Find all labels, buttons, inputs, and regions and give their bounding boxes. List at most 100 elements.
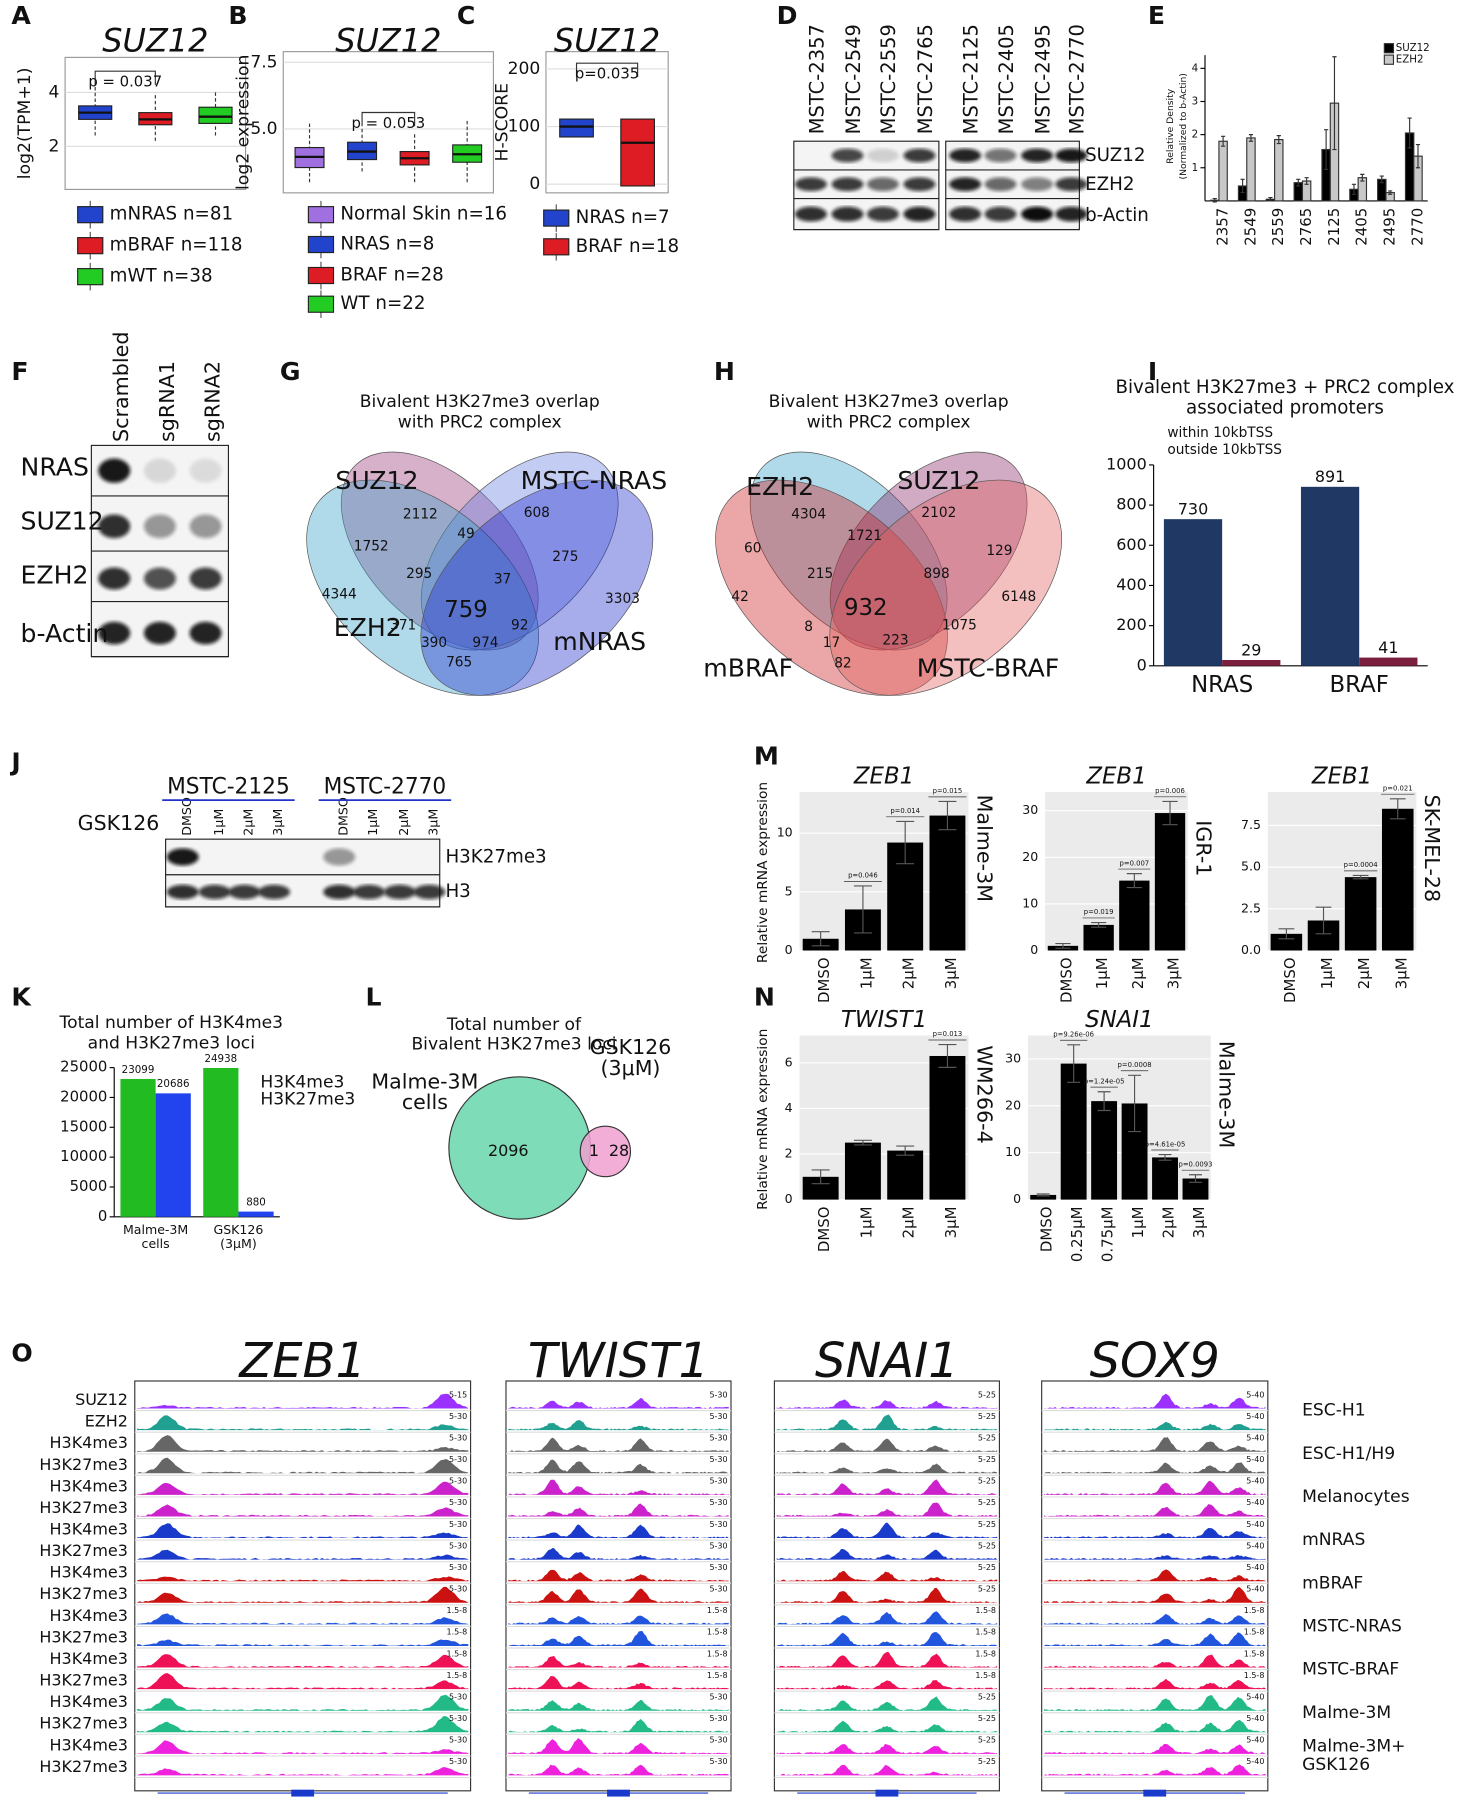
venn-count: 223 [882, 633, 908, 649]
track-range: 5-40 [1246, 1541, 1264, 1550]
venn-count: 275 [552, 549, 578, 565]
chart-title: with PRC2 complex [807, 412, 971, 432]
error-bar [1162, 800, 1178, 826]
blot-band [831, 177, 864, 192]
track-label: H3K27me3 [39, 1584, 128, 1603]
error-bar [1212, 198, 1217, 203]
blot-band [1055, 148, 1088, 163]
track-range: 5-25 [978, 1455, 996, 1464]
track-label: H3K4me3 [50, 1519, 128, 1538]
gene-exon [607, 1789, 630, 1797]
track-range: 5-15 [449, 1390, 467, 1399]
track-range: 5-40 [1246, 1433, 1264, 1442]
track-range: 5-25 [978, 1412, 996, 1421]
signal-track [1043, 1504, 1266, 1517]
annotation: p=9.26e-06 [1053, 1030, 1094, 1038]
signal-track [137, 1639, 469, 1646]
bar [1182, 1178, 1209, 1200]
signal-track [1043, 1743, 1266, 1754]
track-range: 1.5-8 [1244, 1649, 1265, 1658]
venn-set-label: EZH2 [334, 613, 402, 642]
y-tick-label: 6 [785, 1054, 793, 1069]
protein-label: H3 [445, 881, 470, 902]
chart-title: and H3K27me3 loci [88, 1033, 255, 1053]
value-label: 29 [1241, 640, 1261, 659]
blot-band [143, 458, 176, 483]
signal-track [508, 1398, 729, 1409]
track-range: 5-40 [1246, 1520, 1264, 1529]
y-tick-label: 4 [785, 1100, 793, 1115]
annotation: p=0.0004 [1344, 861, 1378, 869]
signal-track [137, 1457, 469, 1474]
signal-track [776, 1522, 998, 1539]
signal-track [776, 1720, 998, 1733]
panel-letter: G [280, 357, 301, 386]
signal-track [776, 1502, 998, 1517]
legend-swatch [307, 206, 335, 224]
signal-track [137, 1504, 469, 1517]
venn-set [749, 451, 948, 651]
x-tick-label: BRAF [1330, 672, 1389, 698]
venn-count: 60 [744, 541, 761, 557]
value-label: 24938 [204, 1053, 237, 1065]
signal-track [1043, 1632, 1266, 1646]
x-tick-label: 2μM [1355, 957, 1373, 989]
error-bar [1389, 798, 1406, 820]
blot-band [198, 884, 231, 900]
bracket [575, 62, 639, 77]
sample-label: MSTC-2559 [877, 24, 900, 134]
bar [929, 815, 966, 951]
blot-band [866, 206, 899, 222]
signal-track [508, 1420, 729, 1431]
blot-band [166, 884, 199, 900]
legend-swatch [543, 238, 570, 256]
annotation: p=4.61e-05 [1145, 1140, 1186, 1148]
cell-line-label: WM266-4 [972, 1045, 996, 1143]
gene-exon [875, 1789, 899, 1797]
gene-title: SNAI1 [815, 1333, 959, 1389]
y-tick-label: 0.0 [1241, 942, 1261, 957]
legend-swatch [77, 268, 104, 286]
error-bar [1388, 190, 1393, 195]
legend-label: mWT n=38 [110, 266, 213, 287]
chart-title: SUZ12 [102, 21, 208, 59]
track-range: 5-40 [1246, 1477, 1264, 1486]
y-tick-label: 0 [1013, 1191, 1021, 1206]
signal-track [508, 1615, 729, 1625]
error-bar [853, 885, 872, 934]
blot-band [831, 148, 864, 163]
blot-band [413, 884, 446, 900]
error-bar [1332, 56, 1337, 151]
lane-label: 3μM [270, 809, 285, 836]
track-label: H3K4me3 [50, 1433, 128, 1452]
x-tick-label: (3μM) [220, 1236, 257, 1251]
panel-letter: N [754, 983, 775, 1012]
blot-band [1055, 206, 1088, 222]
track-range: 5-25 [978, 1563, 996, 1572]
bar [1030, 1194, 1057, 1200]
venn-set [420, 479, 654, 696]
track-label: H3K4me3 [50, 1735, 128, 1754]
bar [1381, 808, 1414, 951]
bar [1083, 924, 1114, 951]
error-bar [1097, 1091, 1111, 1112]
chart-title: SUZ12 [554, 21, 660, 59]
venn-set [829, 479, 1063, 696]
venn-count: 2096 [488, 1141, 529, 1160]
bar [1218, 140, 1228, 202]
legend-label: mNRAS n=81 [110, 204, 233, 225]
venn-count: 2102 [921, 505, 956, 521]
sample-label: sgRNA1 [155, 361, 179, 442]
track-label: H3K4me3 [50, 1692, 128, 1711]
blot-band [323, 848, 356, 866]
y-tick-label: 400 [1116, 575, 1147, 594]
y-axis-label: log2(TPM+1) [15, 68, 35, 180]
blot-band [143, 621, 176, 645]
venn-count: 17 [823, 635, 840, 651]
blot-band [189, 621, 222, 645]
bar [120, 1078, 156, 1217]
cell-line-label: Malme-3M [972, 795, 996, 903]
venn-count: 8 [804, 619, 813, 635]
blot-band [98, 567, 131, 590]
bar [203, 1067, 239, 1217]
